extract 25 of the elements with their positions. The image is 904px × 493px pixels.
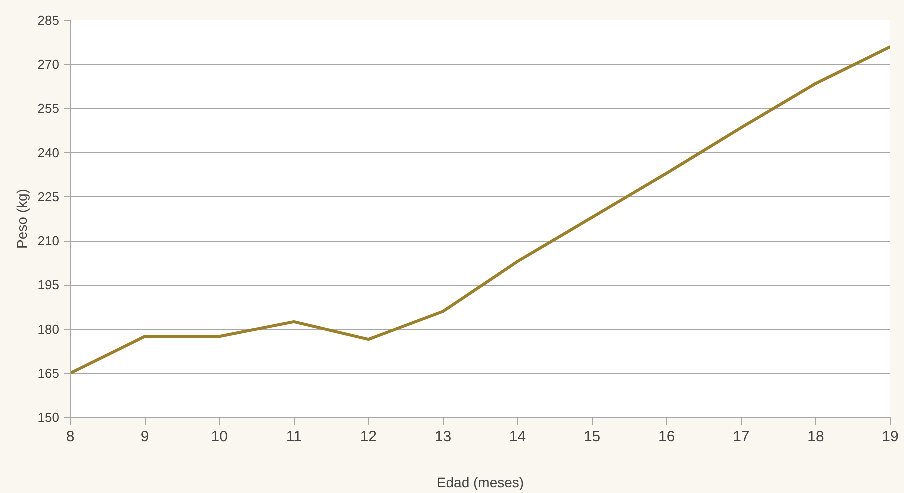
line-series <box>70 45 890 375</box>
y-tick-label: 285 <box>38 13 60 28</box>
x-tick-label: 15 <box>584 428 601 446</box>
x-tick-label: 8 <box>66 428 75 446</box>
y-tick-label: 240 <box>38 145 60 160</box>
x-tick-label: 18 <box>808 428 824 446</box>
x-tick-label: 12 <box>360 428 378 446</box>
x-tick-label: 13 <box>434 428 452 446</box>
y-tick-label: 270 <box>38 57 60 72</box>
x-tick-label: 16 <box>658 428 676 446</box>
x-tick-label: 19 <box>882 428 899 446</box>
x-tick-label: 14 <box>509 428 526 446</box>
y-tick-label: 225 <box>38 189 60 204</box>
y-axis-title: Peso (kg) <box>14 189 30 249</box>
y-tick-label: 180 <box>38 322 60 337</box>
x-tick-label: 9 <box>140 428 150 446</box>
y-tick-label: 150 <box>38 410 60 425</box>
x-tick-label: 10 <box>211 428 228 446</box>
y-tick-label: 210 <box>38 234 60 249</box>
y-tick-label: 165 <box>38 366 60 381</box>
x-tick-label: 17 <box>733 428 750 446</box>
x-tick-label: 11 <box>286 428 302 446</box>
y-tick-label: 255 <box>38 101 60 116</box>
y-tick-label: 195 <box>38 278 60 293</box>
x-axis-title: Edad (meses) <box>436 474 524 490</box>
